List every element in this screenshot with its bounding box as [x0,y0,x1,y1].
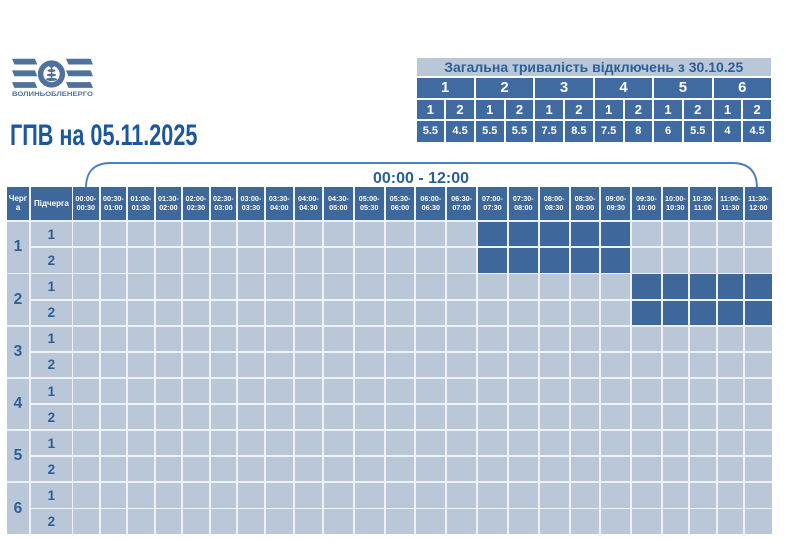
svg-text:ВОЛИНЬОБЛЕНЕРГО: ВОЛИНЬОБЛЕНЕРГО [12,91,93,98]
